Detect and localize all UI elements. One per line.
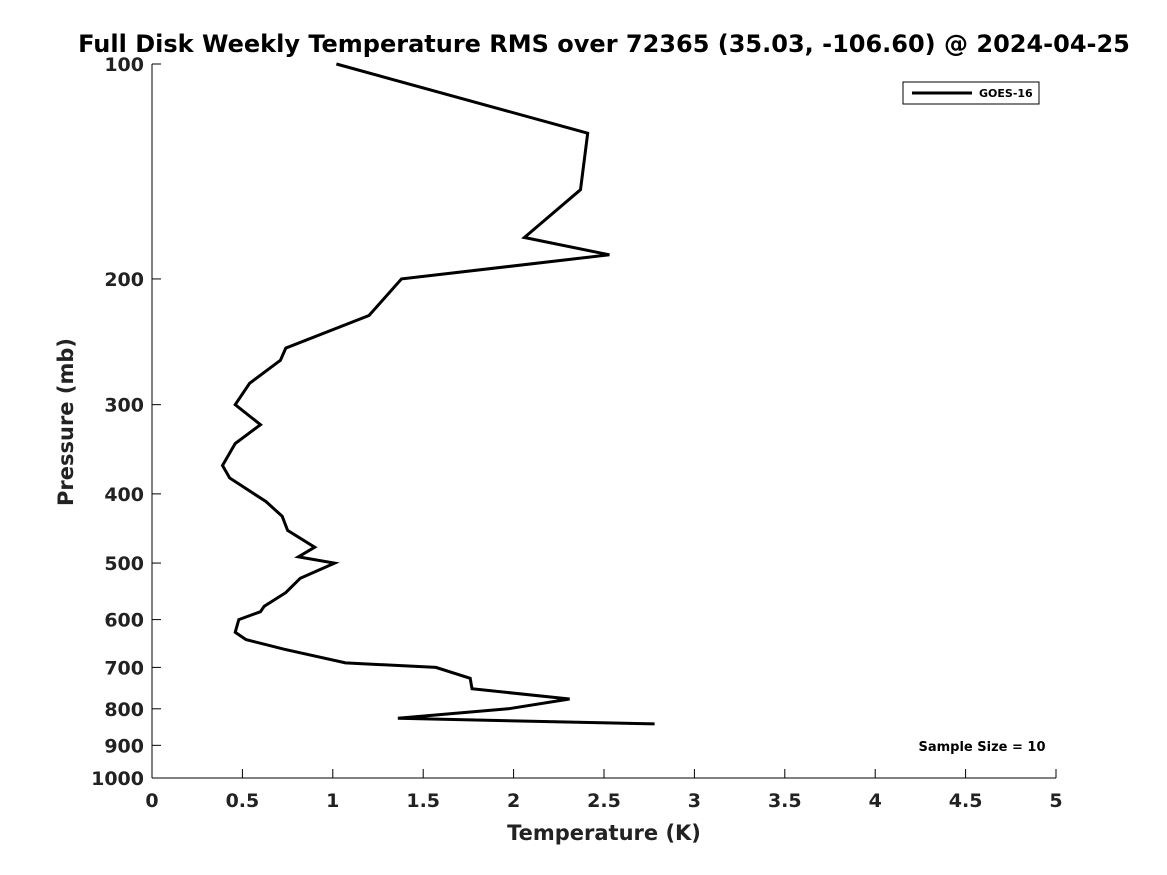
y-tick-label: 400 <box>104 484 144 506</box>
series-line-goes-16 <box>220 62 655 726</box>
x-tick-label: 0.5 <box>226 790 260 812</box>
legend: GOES-16 <box>902 81 1040 105</box>
y-axis-label: Pressure (mb) <box>54 338 78 506</box>
legend-label-goes-16: GOES-16 <box>979 87 1033 100</box>
x-axis-label: Temperature (K) <box>507 821 701 845</box>
y-tick-label: 200 <box>104 269 144 291</box>
x-tick-label: 3.5 <box>768 790 802 812</box>
x-tick-label: 2.5 <box>587 790 621 812</box>
y-tick-label: 100 <box>104 54 144 76</box>
x-tick-label: 5 <box>1049 790 1062 812</box>
x-axis-ticks: 0 0.5 1 1.5 2 2.5 3 3.5 4 4.5 5 <box>145 769 1063 812</box>
x-tick-label: 1.5 <box>406 790 440 812</box>
x-tick-label: 4.5 <box>949 790 983 812</box>
y-tick-label: 700 <box>104 657 144 679</box>
chart-title: Full Disk Weekly Temperature RMS over 72… <box>78 30 1130 58</box>
series-layer <box>220 62 655 726</box>
x-tick-label: 3 <box>688 790 701 812</box>
y-axis-ticks: 100 200 300 400 500 600 700 800 900 1000 <box>91 54 161 790</box>
y-tick-label: 500 <box>104 553 144 575</box>
x-tick-label: 0 <box>145 790 158 812</box>
y-tick-label: 300 <box>104 395 144 417</box>
y-tick-label: 1000 <box>91 768 144 790</box>
x-tick-label: 2 <box>507 790 520 812</box>
x-tick-label: 1 <box>326 790 339 812</box>
sample-size-annotation: Sample Size = 10 <box>918 740 1045 755</box>
y-tick-label: 800 <box>104 699 144 721</box>
x-tick-label: 4 <box>869 790 882 812</box>
y-tick-label: 900 <box>104 735 144 757</box>
y-tick-label: 600 <box>104 610 144 632</box>
